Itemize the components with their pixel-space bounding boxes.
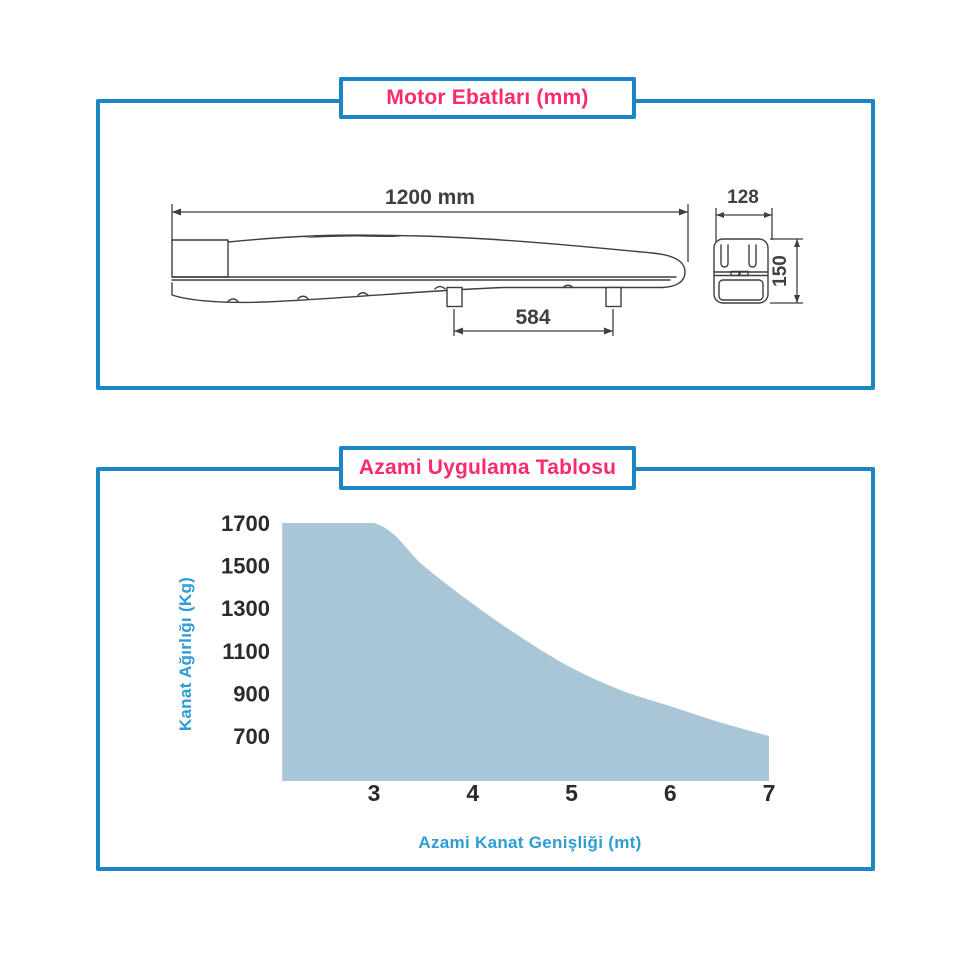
dimension-width-label: 128 (727, 187, 759, 208)
screw-bump (357, 292, 369, 296)
y-tick-label: 1700 (221, 511, 270, 536)
motor-front-view (713, 238, 769, 304)
x-tick-label: 7 (763, 780, 776, 806)
x-tick-label: 6 (664, 780, 677, 806)
chart-panel-title-box: Azami Uygulama Tablosu (339, 446, 636, 490)
front-seam-tab (739, 270, 749, 277)
y-axis-title: Kanat Ağırlığı (Kg) (176, 576, 195, 732)
x-tick-label: 3 (368, 780, 381, 806)
mounting-foot-left (446, 286, 463, 308)
front-seam-tab (730, 270, 740, 277)
front-slot-left (720, 244, 729, 268)
chart-panel-title: Azami Uygulama Tablosu (358, 456, 617, 479)
dimension-length: 1200 mm (171, 186, 689, 262)
dimension-length-label: 1200 mm (385, 186, 475, 209)
motor-technical-drawing: 1200 mm 584 (171, 186, 803, 336)
chart-canvas: 1700 1500 1300 1100 900 700 3 4 5 6 7 (221, 511, 776, 806)
y-tick-label: 700 (233, 724, 270, 749)
release-lever-detail-2 (340, 234, 402, 238)
body-bottom-outline (171, 282, 663, 304)
front-lower-cover (718, 279, 764, 301)
front-slot-right (748, 244, 757, 268)
dimension-height: 150 (770, 238, 803, 304)
screw-bump (227, 298, 239, 303)
y-tick-label: 900 (233, 681, 270, 706)
y-tick-label: 1300 (221, 596, 270, 621)
rear-bracket (171, 239, 229, 278)
dimension-height-label: 150 (770, 255, 791, 287)
motor-panel-title: Motor Ebatları (mm) (386, 86, 589, 109)
y-axis-ticks: 1700 1500 1300 1100 900 700 (221, 511, 270, 749)
screw-bump (297, 295, 309, 300)
y-tick-label: 1500 (221, 554, 270, 579)
x-tick-label: 5 (565, 780, 578, 806)
x-tick-label: 4 (466, 780, 479, 806)
chart-area-shape (282, 523, 769, 781)
motor-side-view (171, 234, 686, 308)
front-body (713, 238, 769, 304)
screw-bump (434, 285, 446, 290)
x-axis-ticks: 3 4 5 6 7 (368, 780, 776, 806)
dimension-width: 128 (715, 187, 773, 242)
dimension-foot-spacing: 584 (453, 306, 614, 336)
screw-bump (562, 284, 574, 289)
x-axis-title: Azami Kanat Genişliği (mt) (418, 833, 642, 852)
y-tick-label: 1100 (222, 639, 270, 664)
mounting-foot-right (605, 286, 622, 308)
dimension-foot-spacing-label: 584 (515, 306, 550, 329)
motor-panel-title-box: Motor Ebatları (mm) (339, 77, 636, 119)
